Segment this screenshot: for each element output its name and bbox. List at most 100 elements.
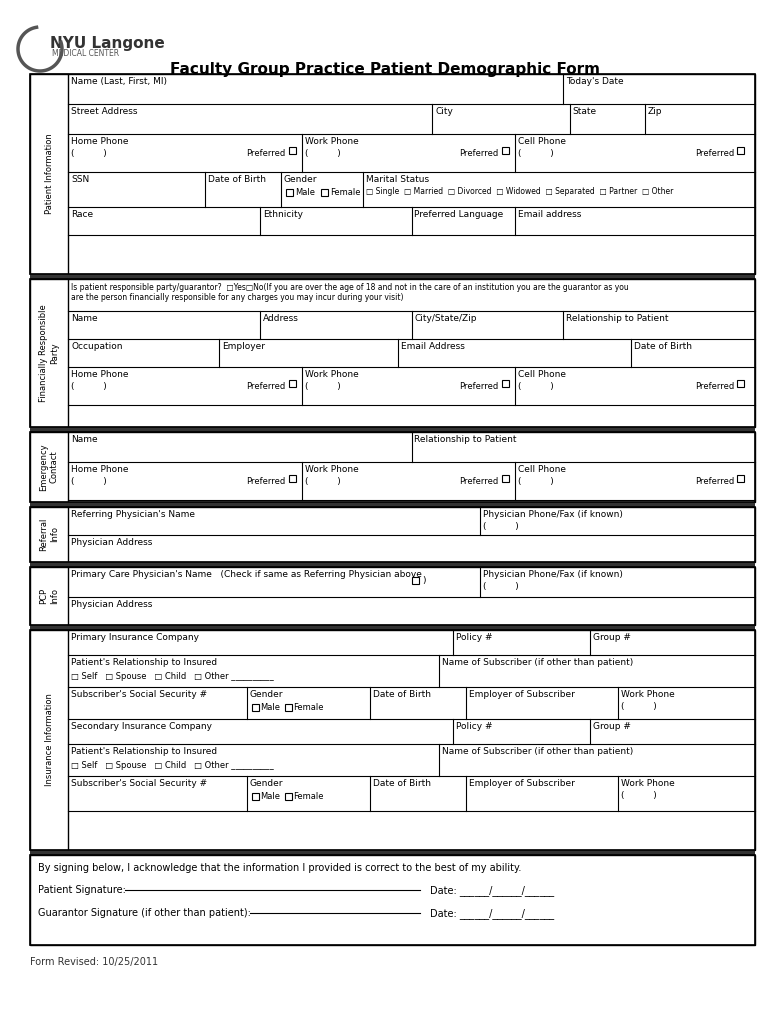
Text: Zip: Zip	[648, 106, 662, 116]
Text: Home Phone: Home Phone	[71, 465, 129, 474]
Text: Ethnicity: Ethnicity	[263, 210, 303, 219]
Text: Gender: Gender	[249, 690, 283, 699]
Text: Female: Female	[293, 792, 324, 801]
Text: Work Phone: Work Phone	[305, 370, 358, 379]
Text: Is patient responsible party/guarantor?  □Yes□No(If you are over the age of 18 a: Is patient responsible party/guarantor? …	[71, 283, 629, 302]
Bar	[30, 274, 755, 279]
Bar	[30, 630, 68, 850]
Text: Marital Status: Marital Status	[367, 175, 430, 184]
Text: SSN: SSN	[71, 175, 89, 184]
Bar	[30, 625, 755, 630]
Text: Physician Address: Physician Address	[71, 600, 152, 609]
Text: Group #: Group #	[593, 722, 631, 731]
Text: Patient's Relationship to Insured: Patient's Relationship to Insured	[71, 746, 217, 756]
Text: NYU Langone: NYU Langone	[50, 36, 165, 51]
Bar	[737, 475, 744, 482]
Bar	[30, 279, 755, 427]
Text: Name: Name	[71, 314, 98, 323]
Bar	[30, 432, 755, 502]
Bar	[30, 567, 755, 625]
Text: Date of Birth: Date of Birth	[373, 779, 431, 788]
Text: Policy #: Policy #	[456, 722, 492, 731]
Bar	[30, 74, 68, 274]
Text: Cell Phone: Cell Phone	[517, 465, 565, 474]
Bar	[289, 380, 296, 387]
Text: PCP
Info: PCP Info	[39, 588, 59, 604]
Text: (          ): ( )	[71, 477, 107, 486]
Bar	[30, 279, 755, 427]
Text: Primary Care Physician's Name   (Check if same as Referring Physician above: Primary Care Physician's Name (Check if …	[71, 570, 422, 579]
Bar	[30, 74, 755, 274]
Bar	[252, 705, 259, 711]
Text: (          ): ( )	[71, 150, 107, 158]
Text: (          ): ( )	[484, 522, 519, 531]
Text: Male: Male	[295, 188, 315, 197]
Text: City: City	[435, 106, 453, 116]
Bar	[501, 147, 508, 154]
Bar	[30, 279, 68, 427]
Text: Patient Information: Patient Information	[45, 133, 53, 214]
Text: Relationship to Patient: Relationship to Patient	[414, 435, 517, 444]
Text: Relationship to Patient: Relationship to Patient	[566, 314, 668, 323]
Text: Form Revised: 10/25/2011: Form Revised: 10/25/2011	[30, 957, 158, 967]
Text: Cell Phone: Cell Phone	[517, 370, 565, 379]
Bar	[30, 855, 755, 945]
Text: Female: Female	[293, 703, 324, 712]
Text: Referring Physician's Name: Referring Physician's Name	[71, 510, 195, 519]
Text: State: State	[573, 106, 597, 116]
Text: Primary Insurance Company: Primary Insurance Company	[71, 633, 199, 642]
Text: Preferred: Preferred	[460, 382, 499, 391]
Text: Gender: Gender	[284, 175, 317, 184]
Text: Address: Address	[263, 314, 300, 323]
Text: (          ): ( )	[305, 150, 340, 158]
Text: Date of Birth: Date of Birth	[373, 690, 431, 699]
Text: Subscriber's Social Security #: Subscriber's Social Security #	[71, 779, 207, 788]
Text: Male: Male	[260, 703, 280, 712]
Text: □ Self   □ Spouse   □ Child   □ Other __________: □ Self □ Spouse □ Child □ Other ________…	[71, 672, 274, 681]
Bar	[30, 507, 755, 562]
Bar	[30, 507, 68, 562]
Text: Name of Subscriber (if other than patient): Name of Subscriber (if other than patien…	[442, 658, 633, 667]
Text: (          ): ( )	[484, 582, 519, 591]
Text: (          ): ( )	[517, 150, 554, 158]
Text: (          ): ( )	[305, 477, 340, 486]
Text: Name of Subscriber (if other than patient): Name of Subscriber (if other than patien…	[442, 746, 633, 756]
Text: Race: Race	[71, 210, 93, 219]
Text: By signing below, I acknowledge that the information I provided is correct to th: By signing below, I acknowledge that the…	[38, 863, 521, 873]
Text: Preferred: Preferred	[695, 477, 735, 486]
Text: Work Phone: Work Phone	[305, 137, 358, 146]
Bar	[30, 507, 755, 562]
Bar	[30, 850, 755, 855]
Text: Date of Birth: Date of Birth	[634, 342, 692, 351]
Bar	[737, 380, 744, 387]
Text: Female: Female	[330, 188, 360, 197]
Bar	[286, 189, 293, 196]
Text: Name: Name	[71, 435, 98, 444]
Text: Faculty Group Practice Patient Demographic Form: Faculty Group Practice Patient Demograph…	[170, 62, 600, 77]
Text: Work Phone: Work Phone	[621, 779, 675, 788]
Bar	[737, 147, 744, 154]
Bar	[289, 475, 296, 482]
Bar	[30, 630, 755, 850]
Text: (          ): ( )	[517, 477, 554, 486]
Text: Patient Signature:: Patient Signature:	[38, 885, 126, 895]
Text: Physician Phone/Fax (if known): Physician Phone/Fax (if known)	[484, 570, 623, 579]
Text: City/State/Zip: City/State/Zip	[414, 314, 477, 323]
Text: Cell Phone: Cell Phone	[517, 137, 565, 146]
Bar	[412, 577, 419, 584]
Bar	[30, 502, 755, 507]
Bar	[30, 74, 755, 274]
Text: ): )	[422, 575, 426, 585]
Bar	[252, 793, 259, 800]
Text: Guarantor Signature (if other than patient):: Guarantor Signature (if other than patie…	[38, 908, 251, 918]
Text: Preferred: Preferred	[246, 150, 286, 158]
Bar	[30, 567, 68, 625]
Text: Home Phone: Home Phone	[71, 137, 129, 146]
Text: Male: Male	[260, 792, 280, 801]
Bar	[30, 630, 755, 850]
Text: Name (Last, First, MI): Name (Last, First, MI)	[71, 77, 167, 86]
Text: Date: ______/______/______: Date: ______/______/______	[430, 885, 554, 896]
Bar	[30, 562, 755, 567]
Text: Occupation: Occupation	[71, 342, 122, 351]
Text: Group #: Group #	[593, 633, 631, 642]
